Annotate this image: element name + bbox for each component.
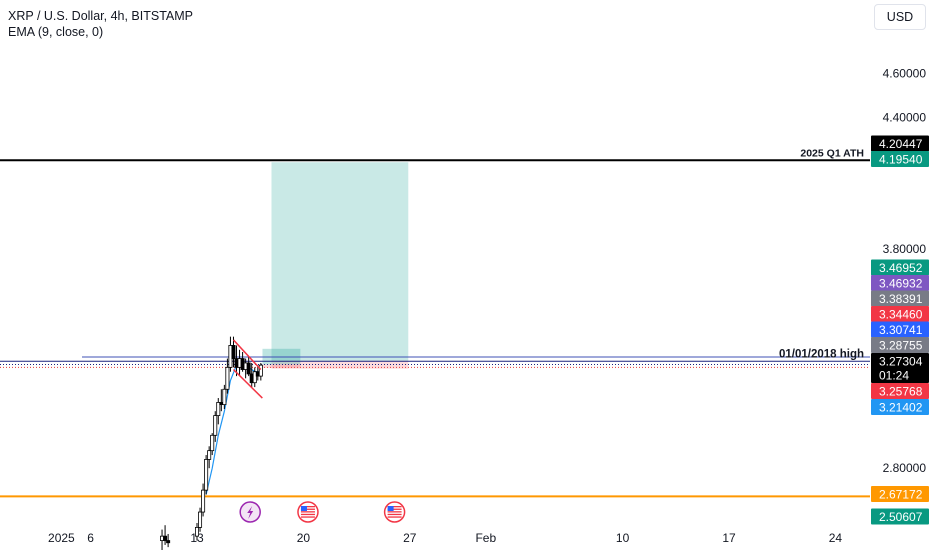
price-label-bg	[871, 135, 929, 152]
x-tick-label: 27	[403, 531, 417, 545]
price-label-bg	[871, 353, 929, 369]
y-tick-label: 3.80000	[883, 242, 927, 256]
candle-body	[207, 450, 212, 460]
y-tick-label: 2.80000	[883, 461, 927, 475]
price-label: 3.46932	[879, 277, 923, 291]
price-label-bg	[871, 306, 929, 322]
candle-body	[246, 362, 251, 375]
candle-body	[204, 459, 209, 491]
candle-body	[166, 540, 171, 544]
price-label-bg	[871, 290, 929, 307]
price-label-bg	[871, 321, 929, 338]
entry-stop-zone	[262, 364, 301, 368]
price-label: 3.21402	[879, 401, 923, 415]
price-label: 3.38391	[879, 292, 923, 306]
candle-body	[258, 364, 263, 377]
price-label: 2.67172	[879, 488, 923, 502]
wedge-line	[232, 369, 263, 399]
candle-body	[198, 511, 203, 528]
candle-body	[194, 526, 199, 537]
x-tick-label: 6	[87, 531, 94, 545]
candle-body	[210, 434, 215, 452]
ath-label: 2025 Q1 ATH	[800, 147, 864, 159]
y-tick-label: 4.60000	[883, 67, 927, 81]
price-label: 4.19540	[879, 153, 923, 167]
price-label: 3.34460	[879, 308, 923, 322]
price-label-bg	[871, 508, 929, 525]
candle-body	[222, 388, 227, 406]
price-label: 01:24	[879, 369, 909, 383]
price-label: 3.28755	[879, 339, 923, 353]
x-tick-label: Feb	[475, 531, 496, 545]
indicator-label: EMA (9, close, 0)	[8, 25, 104, 39]
price-label: 3.25768	[879, 385, 923, 399]
price-label: 3.27304	[879, 355, 923, 369]
price-label-bg	[871, 486, 929, 502]
candle-body	[163, 535, 168, 541]
price-label: 3.46952	[879, 261, 923, 275]
x-tick-label: 20	[297, 531, 311, 545]
x-tick-label: 24	[829, 531, 843, 545]
price-label-bg	[871, 383, 929, 399]
us-flag-icon[interactable]	[383, 501, 406, 523]
chart-legend: XRP / U.S. Dollar, 4h, BITSTAMP EMA (9, …	[8, 8, 193, 40]
candle-body	[231, 345, 236, 359]
price-label-bg	[871, 337, 929, 353]
candle-body	[252, 371, 257, 384]
y-tick-label: 4.40000	[883, 110, 927, 124]
high-2018-label: 01/01/2018 high	[779, 348, 864, 360]
price-label-bg	[871, 399, 929, 415]
price-label: 3.30741	[879, 323, 923, 337]
x-tick-label: 10	[616, 531, 630, 545]
lightning-icon[interactable]	[239, 501, 261, 523]
price-label-bg	[871, 367, 929, 383]
candle-body	[213, 415, 218, 436]
price-label-bg	[871, 151, 929, 167]
symbol-title: XRP / U.S. Dollar, 4h, BITSTAMP	[8, 9, 194, 23]
currency-button[interactable]: USD	[874, 4, 926, 30]
x-tick-label: 17	[722, 531, 736, 545]
wedge-line	[232, 339, 262, 371]
us-flag-icon[interactable]	[297, 501, 319, 523]
x-tick-label: 2025	[48, 531, 75, 545]
candle-body	[201, 489, 206, 513]
candle-body	[225, 366, 230, 390]
candle-body	[216, 402, 221, 416]
price-label-bg	[871, 275, 929, 291]
price-label: 4.20447	[879, 137, 923, 151]
price-label: 2.50607	[879, 510, 923, 524]
target-zone	[271, 162, 409, 361]
price-label-bg	[871, 259, 929, 276]
